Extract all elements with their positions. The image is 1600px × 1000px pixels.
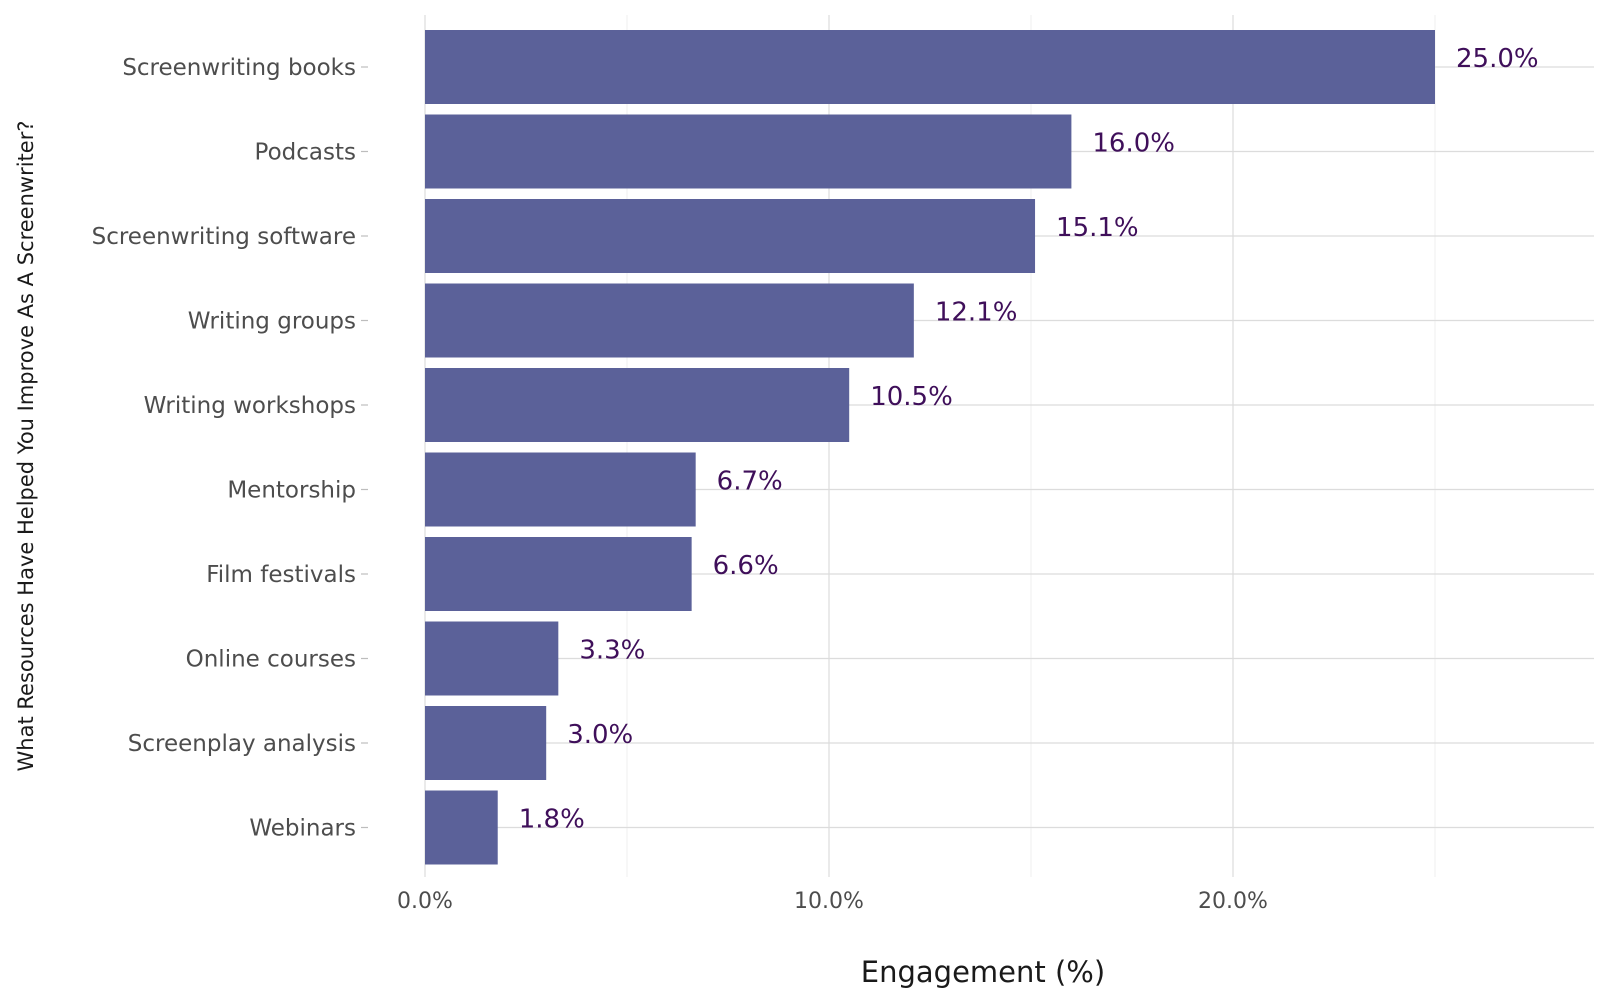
y-tick-label: Webinars — [249, 816, 356, 842]
x-tick-label: 20.0% — [1198, 889, 1268, 914]
bar — [425, 114, 1072, 189]
y-axis-ticks: Screenwriting books Podcasts Screenwriting… — [92, 55, 368, 842]
y-tick-label: Screenwriting software — [92, 224, 356, 250]
bar — [425, 537, 692, 611]
y-tick-label: Film festivals — [206, 562, 356, 588]
value-label: 1.8% — [519, 805, 585, 835]
y-tick-label: Writing workshops — [144, 393, 356, 419]
value-label: 6.7% — [717, 467, 783, 497]
y-tick-label: Mentorship — [227, 478, 356, 504]
bars — [425, 30, 1435, 865]
bar — [425, 368, 850, 442]
x-tick-label: 10.0% — [794, 889, 864, 914]
y-tick-label: Online courses — [186, 647, 356, 673]
value-label: 12.1% — [935, 298, 1018, 328]
value-label: 3.3% — [579, 636, 645, 666]
value-label: 6.6% — [713, 551, 779, 581]
bar — [425, 790, 498, 865]
bar — [425, 452, 696, 527]
y-tick-label: Screenwriting books — [122, 55, 356, 81]
value-label: 3.0% — [567, 720, 633, 750]
value-label: 16.0% — [1092, 129, 1175, 159]
y-axis-title: What Resources Have Helped You Improve A… — [14, 121, 38, 772]
value-label: 10.5% — [870, 382, 953, 412]
value-label: 25.0% — [1456, 44, 1539, 74]
y-tick-label: Podcasts — [255, 140, 356, 166]
bar — [425, 621, 559, 696]
bar — [425, 706, 547, 780]
bar — [425, 283, 914, 358]
value-labels: 25.0% 16.0% 15.1% 12.1% 10.5% 6.7% 6.6% 3.3% 3.0… — [519, 44, 1539, 835]
x-axis-ticks: 0.0% 10.0% 20.0% — [397, 889, 1268, 914]
bar — [425, 199, 1036, 273]
x-axis-title: Engagement (%) — [861, 955, 1105, 989]
y-tick-label: Screenplay analysis — [128, 731, 356, 757]
x-tick-label: 0.0% — [397, 889, 453, 914]
value-label: 15.1% — [1056, 213, 1139, 243]
bar — [425, 30, 1435, 104]
y-tick-label: Writing groups — [188, 309, 356, 335]
